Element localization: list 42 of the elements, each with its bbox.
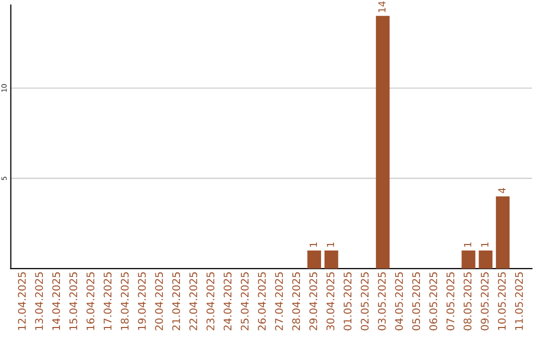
x-tick-label: 16.04.2025 [86, 272, 94, 330]
data-label: 4 [498, 188, 506, 194]
data-label: 1 [464, 242, 472, 247]
x-tick-label: 01.05.2025 [344, 272, 352, 330]
x-tick-label: 12.04.2025 [18, 272, 26, 330]
data-label: 1 [481, 242, 488, 247]
x-tick-label: 18.04.2025 [120, 272, 129, 330]
x-tick-label: 06.05.2025 [429, 272, 438, 330]
x-tick-label: 20.04.2025 [155, 272, 163, 330]
x-tick-label: 04.05.2025 [395, 272, 403, 330]
x-tick-label: 22.04.2025 [189, 272, 198, 330]
x-tick-label: 05.05.2025 [412, 272, 420, 330]
x-tick-label: 23.04.2025 [206, 272, 214, 330]
data-label: 1 [326, 242, 334, 247]
data-label: 14 [378, 1, 386, 12]
bar [496, 196, 510, 269]
bar [307, 250, 322, 269]
x-tick-label: 15.04.2025 [69, 272, 78, 330]
x-tick-label: 08.05.2025 [464, 272, 472, 330]
x-tick-label: 21.04.2025 [172, 272, 180, 330]
x-tick-label: 25.04.2025 [240, 272, 249, 330]
x-tick-label: 27.04.2025 [275, 272, 283, 330]
bar [462, 250, 476, 269]
x-tick-label: 10.05.2025 [498, 272, 506, 330]
bar [324, 250, 338, 269]
bar [376, 16, 390, 269]
x-tick-label: 07.05.2025 [446, 272, 454, 330]
x-tick-label: 09.05.2025 [480, 272, 489, 330]
x-tick-label: 13.04.2025 [35, 272, 43, 330]
x-tick-label: 11.05.2025 [515, 272, 523, 330]
x-tick-label: 30.04.2025 [326, 272, 334, 330]
x-tick-label: 03.05.2025 [378, 272, 386, 330]
x-tick-label: 19.04.2025 [138, 272, 146, 330]
x-tick-label: 14.04.2025 [52, 272, 60, 330]
x-tick-label: 02.05.2025 [360, 272, 369, 330]
bar [478, 250, 492, 269]
x-tick-label: 24.04.2025 [224, 272, 232, 330]
x-tick-label: 28.04.2025 [292, 272, 300, 330]
data-label: 1 [310, 242, 317, 247]
x-tick-label: 29.04.2025 [309, 272, 318, 330]
x-tick-label: 17.04.2025 [104, 272, 112, 330]
x-tick-label: 26.04.2025 [258, 272, 266, 330]
